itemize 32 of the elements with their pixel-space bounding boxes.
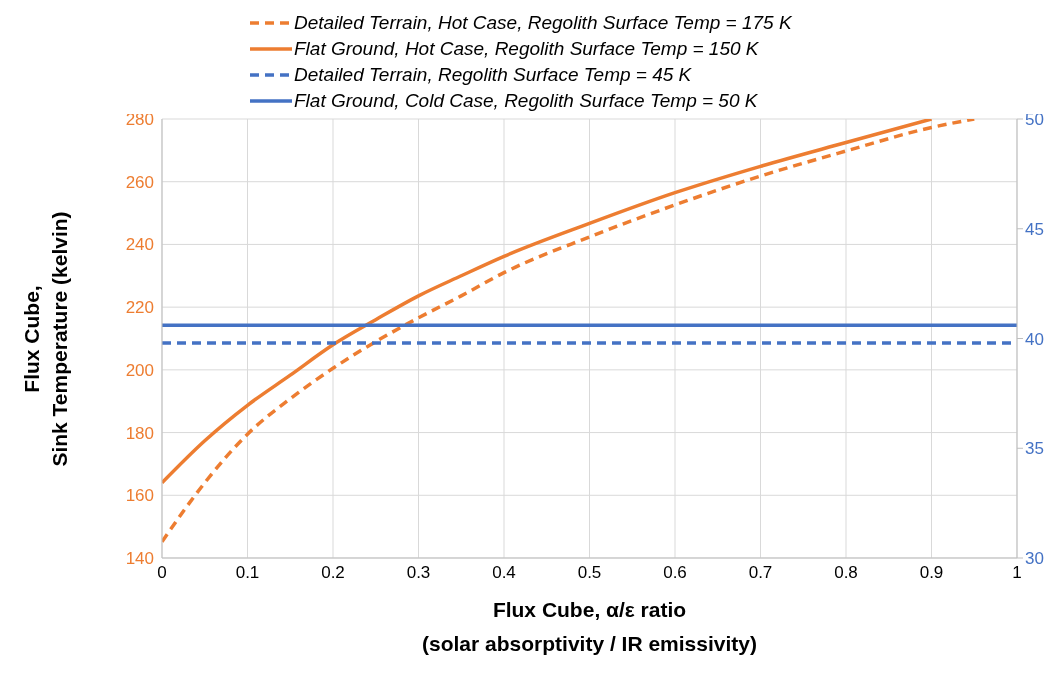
y-tick-label: 200 [125,360,154,380]
y2-tick-label: 45 [1025,219,1044,239]
y-tick-label: 220 [125,298,154,318]
x-tick-label: 0 [157,563,167,583]
y-tick-label: 140 [125,549,154,569]
line-series [162,119,976,544]
y-tick-label: 160 [125,486,154,506]
y-tick-label: 280 [125,110,154,130]
x-tick-label: 0.7 [748,563,773,583]
x-tick-label: 0.2 [321,563,345,583]
x-tick-label: 1 [1012,563,1022,583]
y2-tick-label: 50 [1025,110,1044,130]
y-tick-label: 180 [125,423,154,443]
x-tick-label: 0.4 [492,563,516,583]
legend-label: Detailed Terrain, Hot Case, Regolith Surface Temp = 175 K [294,11,792,35]
y-tick-label: 240 [125,235,154,255]
x-axis-title: Flux Cube, α/ε ratio (solar absorptivity / IR emissivity) [421,597,758,657]
x-tick-label: 0.1 [235,563,260,583]
legend-label: Detailed Terrain, Regolith Surface Temp = 45 K [294,63,692,87]
x-tick-label: 0.9 [919,563,944,583]
y-tick-label: 260 [125,172,154,192]
x-tick-label: 0.5 [577,563,602,583]
line-series [162,119,934,485]
x-tick-label: 0.6 [663,563,687,583]
y-axis-title: Flux Cube, Sink Temperature (kelvin) [19,211,72,467]
legend-label: Flat Ground, Cold Case, Regolith Surface Temp = 50 K [294,89,758,113]
legend-label: Flat Ground, Hot Case, Regolith Surface Temp = 150 K [294,37,759,61]
y2-tick-label: 30 [1025,549,1044,569]
y2-tick-label: 35 [1025,439,1044,459]
y2-tick-label: 40 [1025,329,1044,349]
x-tick-label: 0.8 [834,563,858,583]
x-tick-label: 0.3 [406,563,431,583]
